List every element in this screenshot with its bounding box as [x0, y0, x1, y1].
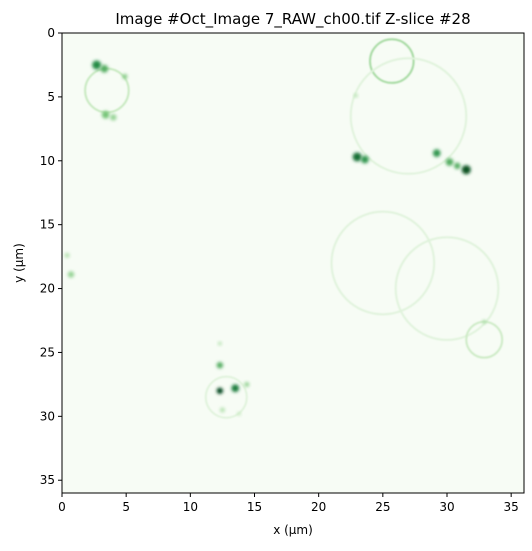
image-background — [62, 33, 524, 493]
x-axis: 0 5 10 15 20 25 30 35 — [58, 493, 519, 514]
fluorescence-spot — [110, 114, 117, 121]
fluorescence-spot — [100, 64, 109, 73]
fluorescence-spot — [216, 387, 224, 394]
y-axis: 0 5 10 15 20 25 30 35 — [40, 26, 62, 487]
y-tick-label: 35 — [40, 473, 55, 487]
y-axis-label: y (μm) — [12, 243, 26, 283]
fluorescence-spot — [219, 407, 225, 413]
x-tick-label: 5 — [122, 500, 130, 514]
cell-membrane-ring — [204, 375, 248, 419]
y-tick-label: 30 — [40, 409, 55, 423]
fluorescence-spot — [445, 158, 454, 166]
fluorescence-spot — [231, 384, 240, 393]
fluorescence-spot — [361, 155, 369, 164]
micrograph-image — [64, 38, 504, 419]
x-tick-label: 35 — [504, 500, 519, 514]
fluorescence-spot — [353, 93, 358, 98]
fluorescence-spot — [432, 149, 441, 157]
y-tick-label: 10 — [40, 154, 55, 168]
x-tick-label: 20 — [311, 500, 326, 514]
y-tick-label: 25 — [40, 345, 55, 359]
fluorescence-spot — [237, 411, 242, 416]
fluorescence-spot — [454, 162, 461, 170]
fluorescence-spot — [122, 73, 128, 80]
y-tick-label: 15 — [40, 218, 55, 232]
fluorescence-spot — [482, 319, 487, 324]
cell-membrane-ring — [330, 210, 436, 316]
x-tick-label: 0 — [58, 500, 66, 514]
cell-membrane-ring — [394, 236, 500, 341]
y-tick-label: 20 — [40, 282, 55, 296]
plot-frame — [61, 32, 525, 494]
fluorescence-spot — [101, 110, 110, 119]
x-tick-label: 15 — [247, 500, 262, 514]
fluorescence-spot — [67, 271, 75, 278]
fluorescence-spot — [216, 362, 224, 369]
fluorescence-spot — [244, 381, 250, 387]
fluorescence-spot — [92, 60, 102, 70]
chart-title: Image #Oct_Image 7_RAW_ch00.tif Z-slice … — [115, 10, 470, 29]
cell-membrane-ring — [369, 38, 415, 84]
fluorescence-spot — [352, 152, 362, 162]
fluorescence-spot — [461, 165, 471, 175]
x-axis-label: x (μm) — [273, 523, 313, 537]
x-tick-label: 10 — [183, 500, 198, 514]
x-tick-label: 25 — [375, 500, 390, 514]
y-tick-label: 0 — [47, 26, 55, 40]
cell-membrane-ring — [349, 57, 468, 175]
fluorescence-spot — [64, 252, 70, 258]
y-tick-label: 5 — [47, 90, 55, 104]
fluorescence-spot — [217, 341, 222, 346]
x-tick-label: 30 — [439, 500, 454, 514]
